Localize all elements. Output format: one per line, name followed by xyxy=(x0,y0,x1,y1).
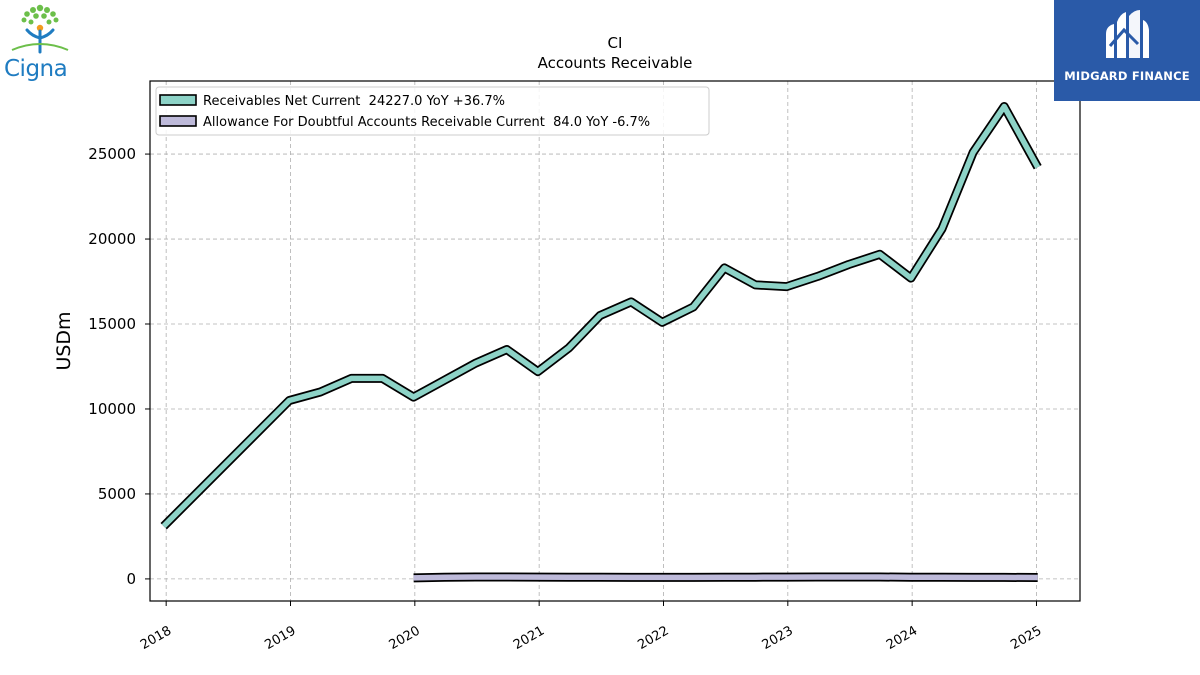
grid-lines xyxy=(150,81,1080,601)
y-tick-label: 0 xyxy=(126,570,136,588)
series-lines xyxy=(160,102,1042,583)
x-axis-ticks: 2018 2019 2020 2021 2022 2023 2024 2025 xyxy=(138,601,1044,653)
x-tick-label: 2025 xyxy=(1008,623,1044,653)
y-tick-label: 15000 xyxy=(88,315,136,333)
legend-box xyxy=(155,86,710,136)
receivables-net-current-line xyxy=(161,103,1041,529)
tree-icon xyxy=(11,4,69,54)
x-tick-label: 2019 xyxy=(262,623,298,653)
y-axis-label: USDm xyxy=(53,311,75,370)
y-tick-label: 20000 xyxy=(88,230,136,248)
legend-swatch-allowance xyxy=(159,115,197,127)
y-tick-label: 25000 xyxy=(88,145,136,163)
cigna-wordmark: Cigna xyxy=(4,56,68,82)
midgard-finance-logo: MIDGARD FINANCE xyxy=(1054,0,1200,101)
y-tick-label: 10000 xyxy=(88,400,136,418)
legend-entry-allowance: Allowance For Doubtful Accounts Receivab… xyxy=(203,115,650,130)
chart-subtitle: Accounts Receivable xyxy=(538,54,693,72)
x-tick-label: 2020 xyxy=(387,623,423,653)
chart-title: CI xyxy=(608,34,623,52)
x-tick-label: 2024 xyxy=(884,623,920,653)
legend-entry-receivables: Receivables Net Current 24227.0 YoY +36.… xyxy=(203,94,505,109)
legend-swatch-receivables xyxy=(159,94,197,106)
cigna-logo: Cigna xyxy=(0,0,90,90)
y-tick-label: 5000 xyxy=(98,485,136,503)
x-tick-label: 2023 xyxy=(760,623,796,653)
allowance-doubtful-accounts-line xyxy=(413,574,1038,581)
midgard-wordmark: MIDGARD FINANCE xyxy=(1064,69,1190,83)
legend: Receivables Net Current 24227.0 YoY +36.… xyxy=(155,86,710,136)
plot-frame xyxy=(149,80,1081,602)
x-tick-label: 2022 xyxy=(635,623,671,653)
x-tick-label: 2021 xyxy=(511,623,547,653)
x-tick-label: 2018 xyxy=(138,623,174,653)
y-axis-ticks: 0 5000 10000 15000 20000 25000 xyxy=(88,145,150,588)
midgard-mark-icon xyxy=(1106,10,1149,58)
